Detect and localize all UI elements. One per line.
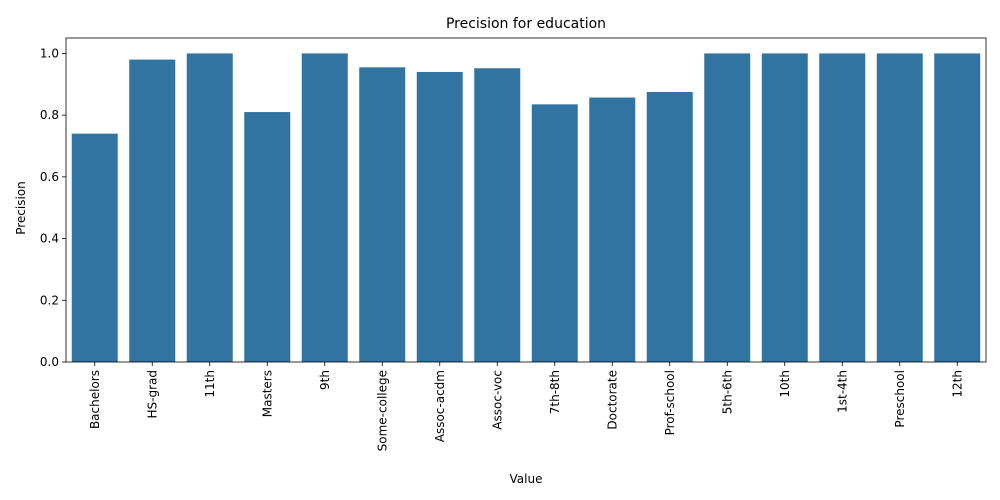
bar-9th: [301, 53, 348, 363]
x-tick-label: Prof-school: [663, 370, 677, 435]
bars-group: [71, 53, 981, 363]
x-tick-label: Assoc-acdm: [433, 370, 447, 442]
bar-5th-6th: [704, 53, 751, 363]
x-tick-label: 12th: [950, 370, 964, 398]
bar-assoc-voc: [474, 68, 521, 363]
x-tick-label: Bachelors: [88, 370, 102, 429]
bar-1st-4th: [819, 53, 866, 363]
x-tick-label: 9th: [318, 370, 332, 390]
y-tick-label: 1.0: [40, 46, 59, 60]
bar-assoc-acdm: [416, 71, 463, 362]
plot-frame: [65, 37, 987, 363]
x-tick-label: 7th-8th: [548, 370, 562, 414]
x-tick-label: 10th: [778, 370, 792, 398]
x-tick-label: 1st-4th: [835, 370, 849, 413]
x-tick-label: Assoc-voc: [490, 370, 504, 430]
y-tick-label: 0.6: [40, 170, 59, 184]
bar-7th-8th: [531, 104, 578, 362]
chart-title: Precision for education: [446, 16, 606, 32]
bar-12th: [934, 53, 981, 363]
x-tick-label: Masters: [260, 370, 274, 417]
bar-hs-grad: [129, 59, 176, 362]
y-axis-ticks: 0.0 0.2 0.4 0.6 0.8 1.0: [40, 46, 66, 369]
x-axis-ticks: Bachelors HS-grad 11th Masters 9th Some-colle…: [88, 362, 964, 451]
y-tick-label: 0.4: [40, 232, 59, 246]
x-axis-label: Value: [510, 472, 543, 486]
y-axis-label: Precision: [14, 181, 28, 235]
bar-11th: [186, 53, 233, 363]
x-tick-label: Some-college: [375, 370, 389, 451]
bar-bachelors: [71, 133, 118, 362]
x-tick-label: 11th: [203, 370, 217, 398]
bar-preschool: [876, 53, 923, 363]
x-tick-label: Preschool: [893, 370, 907, 428]
x-tick-label: HS-grad: [145, 370, 159, 419]
x-tick-label: 5th-6th: [720, 370, 734, 414]
y-tick-label: 0.8: [40, 108, 59, 122]
bar-10th: [761, 53, 808, 363]
x-tick-label: Doctorate: [605, 370, 619, 430]
bar-prof-school: [646, 92, 693, 362]
y-tick-label: 0.2: [40, 293, 59, 307]
y-tick-label: 0.0: [40, 355, 59, 369]
bar-masters: [244, 112, 291, 362]
bar-doctorate: [589, 97, 636, 362]
bar-some-college: [359, 67, 406, 363]
